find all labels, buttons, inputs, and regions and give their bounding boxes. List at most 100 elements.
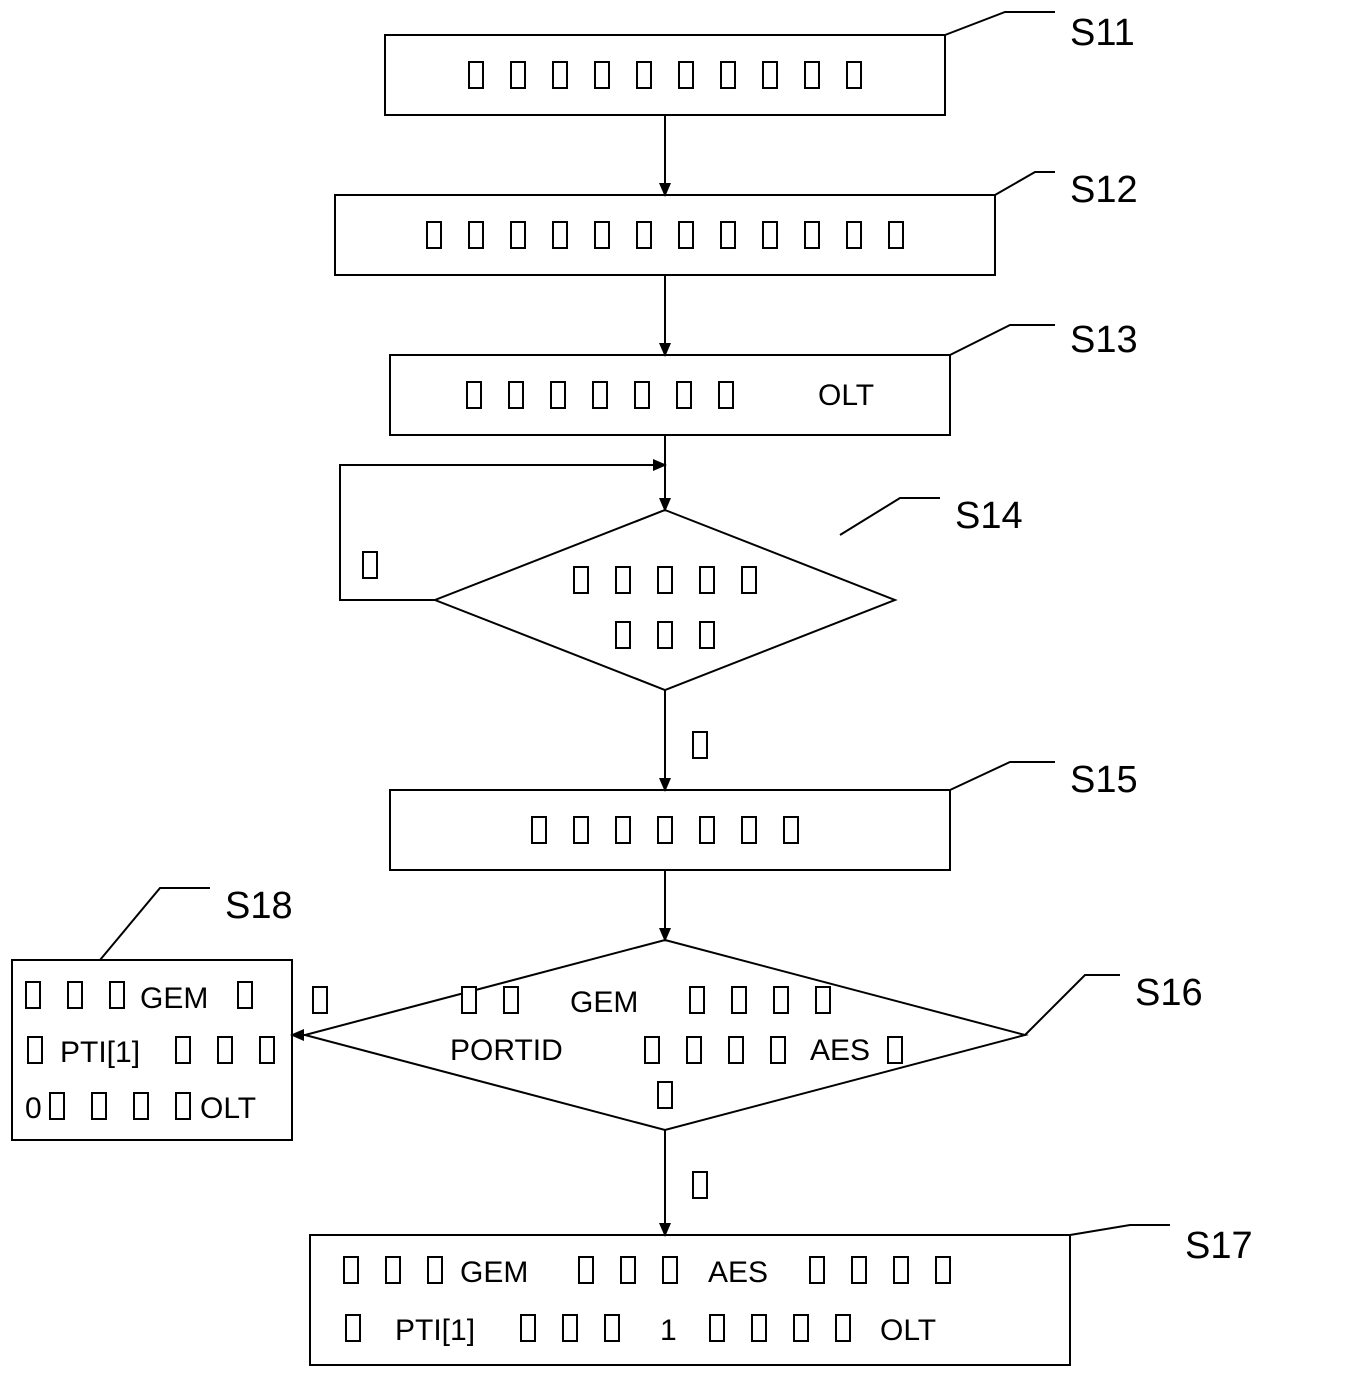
placeholder-glyph <box>218 1037 232 1063</box>
placeholder-glyph <box>663 1257 677 1283</box>
step-label-s18: S18 <box>225 885 293 927</box>
placeholder-glyph <box>729 1037 743 1063</box>
node-s18-text: OLT <box>200 1092 256 1125</box>
leader-s15 <box>950 762 1055 790</box>
placeholder-glyph <box>719 382 733 408</box>
placeholder-glyph <box>553 62 567 88</box>
placeholder-glyph <box>363 552 377 578</box>
placeholder-glyph <box>595 62 609 88</box>
placeholder-glyph <box>579 1257 593 1283</box>
placeholder-glyph <box>637 222 651 248</box>
placeholder-glyph <box>693 1172 707 1198</box>
placeholder-glyph <box>805 222 819 248</box>
placeholder-glyph <box>810 1257 824 1283</box>
placeholder-glyph <box>260 1037 274 1063</box>
node-s18-text: GEM <box>140 982 208 1015</box>
placeholder-glyph <box>532 817 546 843</box>
placeholder-glyph <box>771 1037 785 1063</box>
node-s17-text: OLT <box>880 1314 936 1347</box>
flowchart-canvas: S11S12OLTS13S14S15GEMPORTIDAESS16GEMAESP… <box>0 0 1356 1388</box>
placeholder-glyph <box>521 1315 535 1341</box>
placeholder-glyph <box>687 1037 701 1063</box>
placeholder-glyph <box>645 1037 659 1063</box>
leader-s18 <box>100 888 210 960</box>
placeholder-glyph <box>894 1257 908 1283</box>
placeholder-glyph <box>847 222 861 248</box>
leader-s14 <box>840 498 940 535</box>
placeholder-glyph <box>92 1093 106 1119</box>
placeholder-glyph <box>469 222 483 248</box>
placeholder-glyph <box>889 222 903 248</box>
node-s17-text: PTI[1] <box>395 1314 475 1347</box>
placeholder-glyph <box>690 987 704 1013</box>
placeholder-glyph <box>574 817 588 843</box>
placeholder-glyph <box>469 62 483 88</box>
placeholder-glyph <box>134 1093 148 1119</box>
placeholder-glyph <box>176 1037 190 1063</box>
placeholder-glyph <box>847 62 861 88</box>
node-s17-text: AES <box>708 1256 768 1289</box>
placeholder-glyph <box>679 222 693 248</box>
placeholder-glyph <box>467 382 481 408</box>
placeholder-glyph <box>816 987 830 1013</box>
leader-s13 <box>950 325 1055 355</box>
placeholder-glyph <box>176 1093 190 1119</box>
placeholder-glyph <box>637 62 651 88</box>
placeholder-glyph <box>693 732 707 758</box>
placeholder-glyph <box>721 62 735 88</box>
placeholder-glyph <box>553 222 567 248</box>
placeholder-glyph <box>428 1257 442 1283</box>
placeholder-glyph <box>635 382 649 408</box>
placeholder-glyph <box>658 817 672 843</box>
placeholder-glyph <box>551 382 565 408</box>
node-s18-text: 0 <box>25 1092 42 1125</box>
placeholder-glyph <box>936 1257 950 1283</box>
placeholder-glyph <box>616 567 630 593</box>
placeholder-glyph <box>784 817 798 843</box>
node-s14 <box>435 510 895 690</box>
placeholder-glyph <box>700 817 714 843</box>
placeholder-glyph <box>742 567 756 593</box>
placeholder-glyph <box>313 987 327 1013</box>
placeholder-glyph <box>511 62 525 88</box>
placeholder-glyph <box>595 222 609 248</box>
placeholder-glyph <box>888 1037 902 1063</box>
placeholder-glyph <box>710 1315 724 1341</box>
leader-s12 <box>995 172 1055 195</box>
placeholder-glyph <box>238 982 252 1008</box>
placeholder-glyph <box>658 1082 672 1108</box>
placeholder-glyph <box>386 1257 400 1283</box>
placeholder-glyph <box>805 62 819 88</box>
placeholder-glyph <box>346 1315 360 1341</box>
step-label-s11: S11 <box>1070 12 1135 54</box>
node-s13-text: OLT <box>818 379 874 412</box>
placeholder-glyph <box>26 982 40 1008</box>
step-label-s17: S17 <box>1185 1225 1253 1267</box>
step-label-s12: S12 <box>1070 169 1138 211</box>
placeholder-glyph <box>563 1315 577 1341</box>
placeholder-glyph <box>344 1257 358 1283</box>
step-label-s13: S13 <box>1070 319 1138 361</box>
leader-s11 <box>945 12 1055 35</box>
leader-s16 <box>1025 975 1120 1035</box>
step-label-s16: S16 <box>1135 972 1203 1014</box>
placeholder-glyph <box>616 622 630 648</box>
step-label-s15: S15 <box>1070 759 1138 801</box>
node-s18-text: PTI[1] <box>60 1036 140 1069</box>
placeholder-glyph <box>511 222 525 248</box>
placeholder-glyph <box>700 622 714 648</box>
placeholder-glyph <box>752 1315 766 1341</box>
placeholder-glyph <box>700 567 714 593</box>
placeholder-glyph <box>593 382 607 408</box>
node-s16-text: PORTID <box>450 1034 563 1067</box>
placeholder-glyph <box>721 222 735 248</box>
placeholder-glyph <box>110 982 124 1008</box>
placeholder-glyph <box>658 622 672 648</box>
leader-s17 <box>1070 1225 1170 1235</box>
node-s16-text: GEM <box>570 986 638 1019</box>
placeholder-glyph <box>68 982 82 1008</box>
placeholder-glyph <box>774 987 788 1013</box>
placeholder-glyph <box>732 987 746 1013</box>
placeholder-glyph <box>616 817 630 843</box>
placeholder-glyph <box>574 567 588 593</box>
